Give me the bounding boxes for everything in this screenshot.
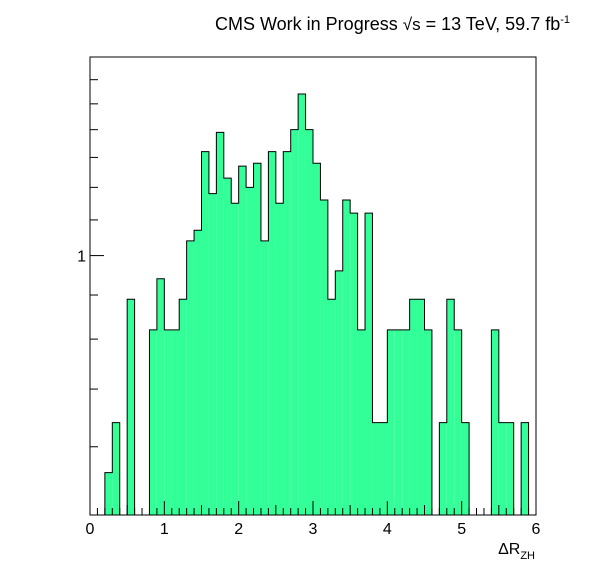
histogram-bin [171,329,180,515]
y-tick-label: 1 [77,249,86,266]
title-sqrt-s: √s [402,15,421,34]
histogram-bin [290,129,299,515]
histogram-bin [342,200,351,516]
histogram-bin [268,151,276,515]
histogram-bin [357,329,366,515]
x-tick-label: 6 [532,521,541,538]
histogram-bin [149,329,157,515]
title-status: Work in Progress [260,14,398,34]
title-energy-lumi: = 13 TeV, 59.7 fb [425,14,561,34]
histogram-bin [454,329,462,515]
histogram-bin [275,203,284,516]
histogram-bin [491,329,499,515]
histogram-bin [253,163,261,515]
histogram-bin [461,422,470,515]
histogram-bin [313,163,321,515]
histogram-bin [127,299,135,515]
histogram-bin [223,178,232,516]
histogram-bin [394,329,403,515]
x-tick-label: 5 [457,521,466,538]
histogram-bin [387,329,395,515]
x-tick-label: 1 [160,521,169,538]
histogram-bin [208,193,217,515]
histogram-bin [350,213,358,516]
histogram-bin [372,422,380,515]
histogram-bin [424,329,432,515]
histogram-bin [156,278,165,515]
histogram-bin [335,270,343,515]
histogram-bin [446,299,455,515]
histogram-bin [327,299,336,515]
histogram-bin [298,93,306,515]
histogram-bin [112,422,120,515]
histogram-bin [409,299,418,515]
title-lumi-exponent: -1 [560,14,570,26]
x-axis-label-main: ΔR [498,541,520,558]
histogram-bin [379,422,388,515]
histogram-bin [320,200,328,516]
x-axis-tick-labels: 0 1 2 3 4 5 6 [86,521,541,538]
histogram-bin [104,472,113,515]
y-axis-tick-labels: 1 [77,249,86,266]
histogram-bin [283,151,291,515]
histogram-bars [90,93,536,516]
histogram-bin [506,422,514,515]
title-experiment: CMS [214,14,255,34]
histogram-bin [216,132,224,515]
histogram-bin [365,213,373,516]
histogram-bin [521,422,529,515]
histogram-bin [231,203,239,516]
histogram-bin [402,329,410,515]
histogram-bin [186,240,195,515]
chart-title: CMS Work in Progress √s = 13 TeV, 59.7 f… [215,14,570,35]
x-tick-label: 2 [234,521,243,538]
histogram-bin [246,187,254,515]
histogram-bin [179,299,187,515]
x-axis-label: ΔRZH [498,541,535,562]
histogram-bin [439,422,447,515]
histogram-bin [201,151,209,515]
x-axis-ticks [89,501,537,515]
x-tick-label: 0 [86,521,95,538]
histogram-bin [238,166,247,515]
histogram-bin [194,230,202,515]
x-axis-label-sub: ZH [520,550,535,562]
histogram-bin [498,422,507,515]
y-axis-ticks [90,56,104,516]
histogram-bin [305,129,313,515]
histogram-bin [417,299,425,515]
x-tick-label: 3 [309,521,318,538]
x-tick-label: 4 [383,521,392,538]
histogram-bin [260,240,269,515]
histogram-outline [90,93,536,516]
histogram-bin [164,329,172,515]
